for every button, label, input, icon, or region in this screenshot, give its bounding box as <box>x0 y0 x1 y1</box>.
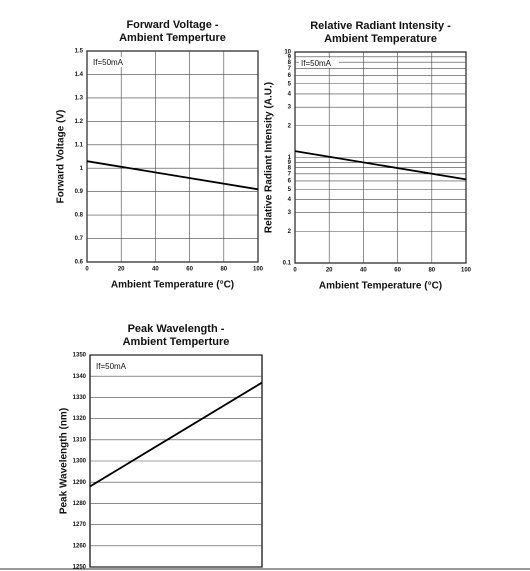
y-tick-label: 8 <box>288 60 292 66</box>
y-tick-label: 3 <box>288 105 292 111</box>
y-tick-label: 1 <box>288 155 292 161</box>
series-line <box>86 160 259 191</box>
y-tick-label: 6 <box>288 178 292 184</box>
annotation-bg <box>91 57 131 67</box>
y-tick-label: 3 <box>288 210 292 216</box>
y-axis-label: Relative Radiant Intensity (A.U.) <box>264 82 275 233</box>
y-tick-label: 0.1 <box>283 261 292 267</box>
y-tick-label: 0.8 <box>75 213 84 219</box>
x-tick-label: 40 <box>152 267 159 273</box>
x-tick-label: 100 <box>461 268 472 274</box>
y-tick-label: 1320 <box>73 416 87 422</box>
chart-title: Ambient Temperature <box>324 33 437 45</box>
y-axis-label: Peak Wavelength (nm) <box>59 408 70 514</box>
y-tick-label: 8 <box>288 165 292 171</box>
annotation-bg <box>299 58 339 68</box>
chart-title: Forward Voltage - <box>126 19 218 31</box>
y-tick-label: 7 <box>288 171 292 177</box>
x-axis-label: Ambient Temperature (°C) <box>319 281 442 292</box>
chart-title: Relative Radiant Intensity - <box>310 20 451 32</box>
y-tick-label: 10 <box>284 50 291 56</box>
y-tick-label: 1270 <box>73 522 87 528</box>
y-tick-label: 9 <box>288 54 292 60</box>
annotation-bg <box>94 361 134 371</box>
y-tick-label: 1 <box>80 166 84 172</box>
annotation: If=50mA <box>301 59 332 68</box>
x-tick-label: 100 <box>253 267 264 273</box>
y-tick-label: 1300 <box>73 459 87 465</box>
x-tick-label: 60 <box>186 267 193 273</box>
y-tick-label: 1.3 <box>75 95 84 101</box>
x-tick-label: 40 <box>360 268 367 274</box>
x-tick-label: 0 <box>293 268 297 274</box>
x-tick-label: 20 <box>118 267 125 273</box>
plot-frame <box>86 50 259 263</box>
y-tick-label: 1280 <box>73 501 87 507</box>
chart-title: Peak Wavelength - <box>128 323 225 335</box>
y-tick-label: 1330 <box>73 395 87 401</box>
y-tick-label: 4 <box>288 197 292 203</box>
y-tick-label: 0.9 <box>75 189 84 195</box>
y-tick-label: 1.2 <box>75 119 84 125</box>
y-tick-label: 1260 <box>73 543 87 549</box>
series-line <box>294 150 467 181</box>
y-tick-label: 0.6 <box>75 260 84 266</box>
y-tick-label: 2 <box>288 229 292 235</box>
y-axis-label: Forward Voltage (V) <box>56 110 67 204</box>
x-tick-label: 20 <box>326 268 333 274</box>
y-tick-label: 2 <box>288 123 292 129</box>
annotation: If=50mA <box>96 362 127 371</box>
x-tick-label: 0 <box>85 267 89 273</box>
y-tick-label: 1.5 <box>75 49 84 55</box>
y-tick-label: 5 <box>288 81 292 87</box>
annotation: If=50mA <box>93 58 124 67</box>
y-tick-label: 0.7 <box>75 236 84 242</box>
y-tick-label: 1250 <box>73 565 87 571</box>
y-tick-label: 1340 <box>73 374 87 380</box>
x-tick-label: 80 <box>428 268 435 274</box>
chart-title: Ambient Temperture <box>123 336 230 348</box>
y-tick-label: 4 <box>288 92 292 98</box>
y-tick-label: 5 <box>288 187 292 193</box>
y-tick-label: 6 <box>288 73 292 79</box>
x-tick-label: 60 <box>394 268 401 274</box>
y-tick-label: 1290 <box>73 480 87 486</box>
y-tick-label: 1310 <box>73 437 87 443</box>
y-tick-label: 7 <box>288 66 292 72</box>
y-tick-label: 1.4 <box>75 72 84 78</box>
x-tick-label: 80 <box>220 267 227 273</box>
x-axis-label: Ambient Temperature (°C) <box>111 280 234 291</box>
chart-title: Ambient Temperture <box>119 32 226 44</box>
y-tick-label: 9 <box>288 160 292 166</box>
series-line <box>89 381 263 488</box>
y-tick-label: 1.1 <box>75 142 84 148</box>
y-tick-label: 1350 <box>73 353 87 359</box>
